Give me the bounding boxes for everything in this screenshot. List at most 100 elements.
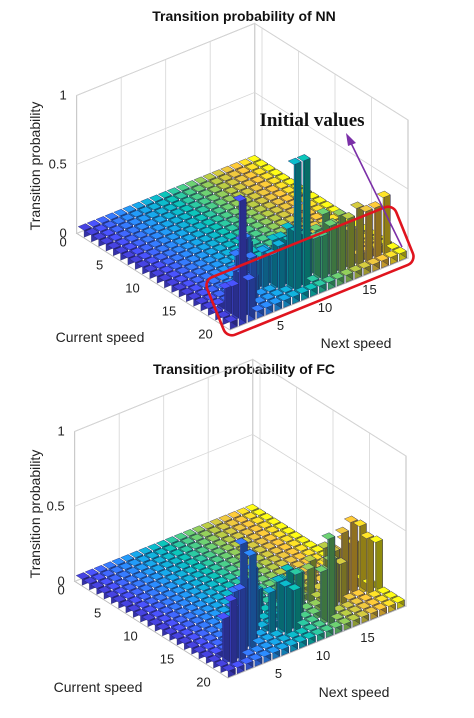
z-axis-label: Transition probability: [27, 450, 43, 579]
bar-x1-y1: [223, 594, 238, 670]
bar-x0-y0: [223, 315, 238, 330]
bar-x15-y0: [357, 261, 372, 276]
x-tick-label: 15: [360, 630, 374, 645]
bar-x16-y0: [366, 257, 381, 272]
y-tick-label: 10: [125, 280, 139, 295]
bar-x14-y0: [346, 613, 361, 628]
bar-x1-y0: [232, 194, 247, 326]
x-tick-label: 15: [362, 282, 376, 297]
bar-x18-y0: [384, 250, 398, 265]
bar-x9-y0: [301, 631, 316, 646]
chart-title: Transition probability of FC: [153, 361, 335, 377]
initial-values-highlight-box: [205, 205, 415, 337]
bar-x8-y0: [295, 286, 309, 301]
bar-x12-y1: [321, 532, 336, 630]
x-axis-label: Next speed: [321, 335, 392, 351]
bars: [77, 154, 407, 330]
z-tick-label: 0.5: [49, 156, 67, 171]
bar-x12-y1: [323, 219, 338, 282]
bar-x3-y0: [248, 653, 263, 667]
bar-x11-y0: [319, 624, 334, 638]
z-gridline: [76, 91, 409, 190]
bar-x3-y0: [250, 304, 265, 319]
z-tick-label: 1: [59, 87, 66, 102]
bar-x15-y1: [350, 201, 364, 271]
bar-x12-y2: [314, 565, 328, 626]
bar-x6-y0: [275, 642, 290, 656]
bar-x14-y0: [348, 264, 363, 280]
bar-x17-y0: [375, 254, 390, 269]
bar-x8-y3: [271, 575, 286, 635]
chart-title: Transition probability of NN: [152, 8, 336, 24]
y-tick-label: 10: [123, 628, 137, 643]
bar-x8-y1: [287, 157, 302, 297]
bar-x13-y0: [339, 268, 354, 283]
y-tick-label: 15: [160, 651, 174, 666]
bar-x1-y0: [230, 660, 245, 674]
x-tick-label: 10: [316, 648, 330, 663]
y-tick-label: 20: [196, 674, 210, 689]
bar-x11-y0: [321, 275, 336, 290]
x-axis-label: Next speed: [319, 684, 390, 700]
annotation-label: Initial values: [259, 110, 364, 131]
bar-x10-y0: [310, 628, 325, 642]
chart-nn: Transition probability of NN 00.51051015…: [27, 8, 415, 351]
bar-x7-y0: [286, 290, 301, 305]
bar-x1-y2: [216, 612, 231, 665]
y-tick-label: 15: [162, 303, 176, 318]
bar-x0-y6: [180, 287, 194, 302]
x-tick-label: 5: [277, 318, 284, 333]
bar-x1-y2: [218, 281, 233, 317]
bar-x2-y0: [239, 656, 254, 671]
bar-x7-y3: [262, 586, 277, 639]
bar-x19-y0: [392, 246, 407, 262]
bar-x7-y0: [284, 638, 299, 653]
y-tick-label: 5: [96, 257, 103, 272]
bar-x19-y3: [369, 535, 383, 596]
bar-x17-y0: [373, 602, 388, 617]
z-tick-label: 0: [57, 573, 64, 588]
y-tick-label: 5: [94, 605, 101, 620]
bar-x9-y0: [303, 282, 318, 298]
bar-x8-y2: [278, 579, 293, 640]
y-tick-label: 20: [198, 326, 212, 341]
x-tick-label: 5: [275, 666, 282, 681]
bar-x18-y3: [360, 531, 375, 599]
bar-x4-y0: [257, 649, 272, 664]
y-tick-label: 0: [59, 234, 66, 249]
bar-x1-y1: [225, 279, 240, 322]
bar-x8-y0: [293, 635, 307, 649]
bar-x12-y0: [328, 620, 343, 635]
y-axis-label: Current speed: [54, 679, 143, 695]
z-tick-label: 0: [59, 225, 66, 240]
bar-x4-y0: [259, 300, 274, 316]
bar-x19-y0: [390, 595, 405, 610]
bar-x17-y1: [367, 201, 382, 264]
bar-x9-y2: [287, 583, 302, 636]
bars: [75, 503, 405, 678]
bar-x5-y0: [268, 297, 283, 312]
bar-x18-y0: [382, 599, 396, 613]
annotation-arrow: [349, 140, 403, 248]
bar-x0-y11: [141, 613, 156, 627]
bar-x17-y4: [343, 515, 358, 598]
z-axis-label: Transition probability: [27, 102, 43, 231]
bar-x5-y0: [266, 646, 281, 660]
bar-x16-y0: [364, 606, 379, 620]
bar-x7-y2: [271, 239, 286, 296]
bar-x15-y0: [355, 610, 370, 624]
bar-x9-y1: [296, 154, 311, 293]
bar-x0-y0: [221, 664, 236, 678]
z-gridline: [76, 22, 409, 121]
bar-x18-y4: [352, 519, 367, 595]
bar-x4-y2: [242, 549, 257, 654]
y-tick-label: 0: [57, 582, 64, 597]
z-tick-label: 1: [57, 423, 64, 438]
annotation-arrowhead: [346, 133, 356, 146]
bar-x2-y1: [232, 583, 247, 666]
bar-x16-y1: [358, 204, 373, 268]
z-tick-label: 0.5: [47, 498, 65, 513]
